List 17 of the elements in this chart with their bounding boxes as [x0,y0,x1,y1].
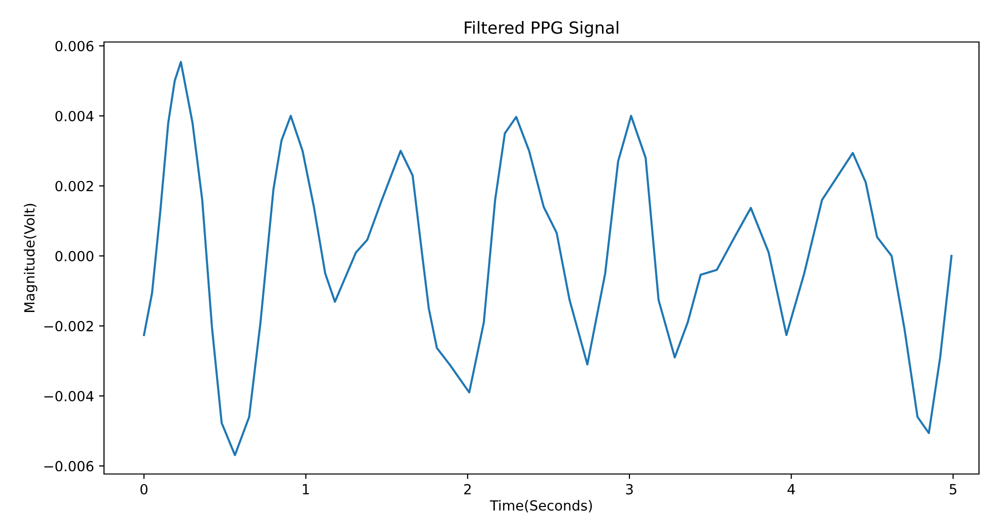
line-series [142,60,953,456]
x-tick-label: 5 [950,484,956,494]
x-tick-label: 4 [788,484,795,494]
x-axis-title: Time(Seconds) [490,500,592,512]
y-tick-label: 0.002 [55,180,93,192]
y-tick-label: 0.004 [55,110,94,122]
y-tick-label: −0.006 [44,460,94,472]
x-tick-label: 2 [464,484,471,494]
chart-title: Filtered PPG Signal [464,21,618,38]
x-tick-label: 3 [626,484,633,494]
y-tick-label: −0.004 [44,390,94,402]
x-tick-label: 1 [302,484,309,494]
y-tick-label: 0.006 [55,40,94,52]
y-tick-label: −0.002 [44,320,93,332]
x-tick-label: 0 [140,484,148,494]
y-axis-title: Magnitude(Volt) [24,204,38,312]
y-tick-label: 0.000 [55,250,94,262]
